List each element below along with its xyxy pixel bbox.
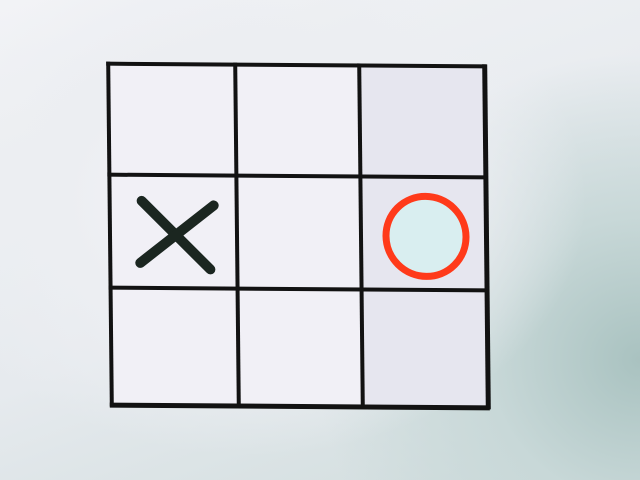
cell-r1-c2[interactable] bbox=[359, 176, 489, 291]
cell-r0-c1[interactable] bbox=[234, 62, 360, 177]
tic-tac-toe-board bbox=[106, 61, 491, 411]
o-mark-icon bbox=[382, 192, 470, 280]
cell-r2-c0[interactable] bbox=[108, 287, 238, 408]
cell-r0-c2[interactable] bbox=[358, 63, 488, 178]
cell-r2-c1[interactable] bbox=[236, 288, 362, 409]
cell-r0-c0[interactable] bbox=[106, 61, 236, 176]
cell-r1-c1[interactable] bbox=[235, 175, 361, 290]
cell-r1-c0[interactable] bbox=[107, 174, 237, 289]
x-mark-icon bbox=[135, 195, 219, 275]
cell-r2-c2[interactable] bbox=[360, 289, 490, 410]
